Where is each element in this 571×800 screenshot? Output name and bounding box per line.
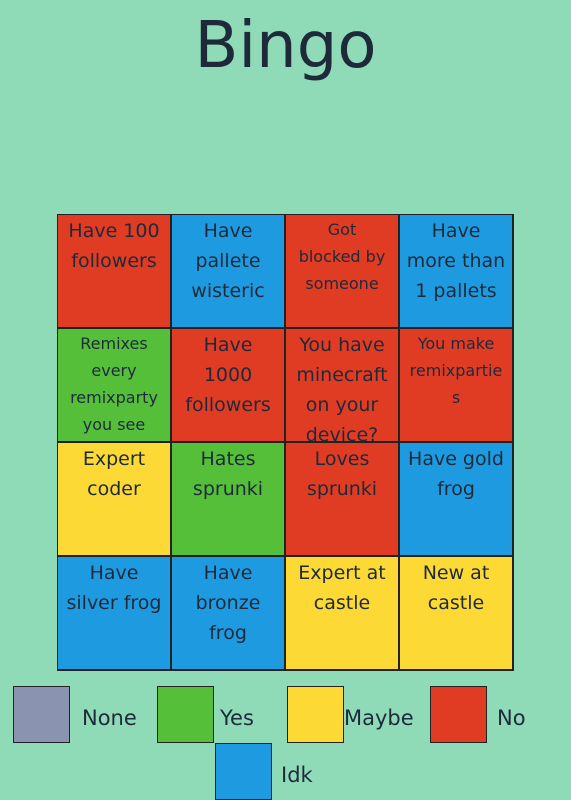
legend-label: No bbox=[497, 706, 526, 730]
cell-text: frog bbox=[437, 478, 475, 500]
bingo-cell: New at castle bbox=[399, 556, 513, 670]
cell-text: castle bbox=[427, 592, 485, 614]
bingo-cell: You have minecraft on your device? bbox=[285, 328, 399, 446]
cell-text: sprunki bbox=[306, 478, 378, 500]
title: Bingo bbox=[194, 9, 377, 83]
legend-swatch bbox=[13, 686, 70, 743]
cell-text: Have bbox=[203, 562, 253, 584]
cell-text: minecraft bbox=[296, 364, 388, 386]
bingo-cell: Expert at castle bbox=[285, 556, 399, 670]
bingo-cell: Have gold frog bbox=[399, 442, 513, 556]
cell-text: blocked by bbox=[298, 247, 386, 266]
cell-text: 1 pallets bbox=[415, 280, 497, 302]
cell-text: remixparty bbox=[70, 388, 158, 407]
cell-text: silver frog bbox=[66, 592, 162, 614]
cell-text: remixpartie bbox=[409, 361, 503, 380]
cell-text: castle bbox=[313, 592, 371, 614]
bingo-cell: Have more than 1 pallets bbox=[399, 214, 513, 328]
cell-text: Expert bbox=[82, 448, 146, 470]
cell-text: Have 100 bbox=[68, 220, 160, 242]
cell-text: wisteric bbox=[191, 280, 265, 302]
bingo-cell: Got blocked by someone bbox=[285, 214, 399, 328]
legend-swatch bbox=[215, 743, 272, 800]
cell-text: New at bbox=[422, 562, 490, 584]
cell-text: sprunki bbox=[192, 478, 264, 500]
cell-text: 1000 bbox=[203, 364, 253, 386]
legend-swatch bbox=[157, 686, 214, 743]
cell-text: frog bbox=[209, 622, 247, 644]
cell-text: Have bbox=[431, 220, 481, 242]
cell-text: Have bbox=[89, 562, 139, 584]
cell-text: s bbox=[451, 388, 461, 407]
cell-text: more than bbox=[406, 250, 506, 272]
cell-text: Have bbox=[203, 334, 253, 356]
bingo-cell: Remixes every remixparty you see bbox=[57, 328, 171, 442]
bingo-cell: Have 100 followers bbox=[57, 214, 171, 328]
bingo-cell: Have bronze frog bbox=[171, 556, 285, 670]
cell-text: someone bbox=[305, 274, 379, 293]
cell-text: Got bbox=[327, 220, 357, 239]
legend-label: Maybe bbox=[344, 706, 414, 730]
cell-text: Remixes bbox=[80, 334, 148, 353]
bingo-board: Have 100 followers Have pallete wisteric Got b… bbox=[57, 214, 514, 671]
legend-label: Yes bbox=[220, 706, 254, 730]
bingo-cell: Have 1000 followers bbox=[171, 328, 285, 442]
cell-text: device? bbox=[305, 424, 379, 446]
legend-label: None bbox=[82, 706, 137, 730]
legend-label: Idk bbox=[281, 763, 313, 787]
cell-text: pallete bbox=[195, 250, 261, 272]
cell-text: followers bbox=[185, 394, 271, 416]
bingo-cell: You make remixpartie s bbox=[399, 328, 513, 442]
cell-text: You make bbox=[417, 334, 495, 353]
legend-swatch bbox=[287, 686, 344, 743]
bingo-cell: Hates sprunki bbox=[171, 442, 285, 556]
cell-text: every bbox=[91, 361, 137, 380]
cell-text: You have bbox=[299, 334, 385, 356]
cell-text: Expert at bbox=[298, 562, 386, 584]
cell-text: bronze bbox=[195, 592, 261, 614]
bingo-cell: Expert coder bbox=[57, 442, 171, 556]
cell-text: Have gold bbox=[408, 448, 504, 470]
cell-text: coder bbox=[87, 478, 141, 500]
cell-text: Have bbox=[203, 220, 253, 242]
cell-text: Hates bbox=[200, 448, 256, 470]
cell-text: on your bbox=[305, 394, 379, 416]
bingo-cell: Have pallete wisteric bbox=[171, 214, 285, 328]
bingo-cell: Loves sprunki bbox=[285, 442, 399, 556]
cell-text: Loves bbox=[314, 448, 370, 470]
cell-text: you see bbox=[82, 415, 146, 434]
bingo-cell: Have silver frog bbox=[57, 556, 171, 670]
legend-swatch bbox=[430, 686, 487, 743]
cell-text: followers bbox=[71, 250, 157, 272]
